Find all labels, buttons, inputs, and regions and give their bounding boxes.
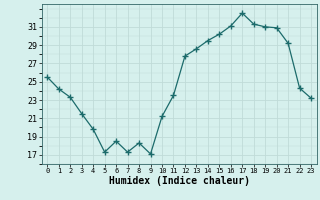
X-axis label: Humidex (Indice chaleur): Humidex (Indice chaleur): [109, 176, 250, 186]
